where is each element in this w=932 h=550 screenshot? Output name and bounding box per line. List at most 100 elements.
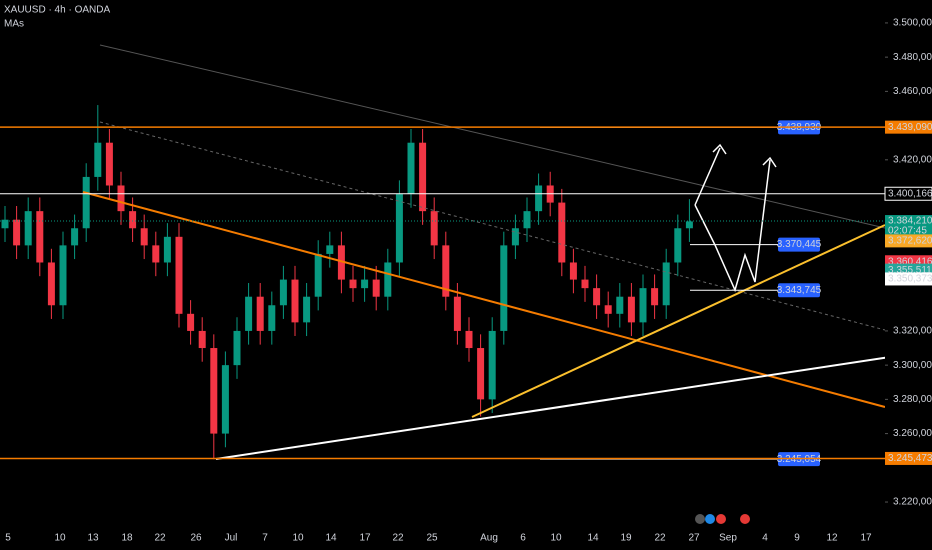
price-tag-bg	[885, 272, 932, 286]
candle-body	[361, 279, 369, 289]
price-tag: 3.400,166	[888, 188, 932, 199]
candle-body	[13, 219, 21, 246]
y-tick-label: 3.420,000	[893, 154, 932, 165]
x-tick-label: Jul	[225, 533, 238, 544]
x-tick-label: 7	[262, 533, 268, 544]
x-tick-label: 10	[54, 533, 66, 544]
event-icons	[695, 514, 750, 524]
candle-body	[268, 305, 276, 331]
candle-body	[569, 262, 577, 280]
candle-body	[94, 142, 102, 177]
candle-body	[129, 211, 137, 229]
projection-arrow	[694, 147, 721, 206]
x-tick-label: 4	[762, 533, 768, 544]
price-tag-bg	[884, 186, 932, 201]
candle-body	[523, 211, 531, 229]
trend-line	[215, 356, 891, 460]
x-tick-label: 5	[5, 533, 11, 544]
x-tick-label: 19	[620, 533, 632, 544]
x-tick-label: 26	[190, 533, 202, 544]
candle-body	[453, 296, 461, 331]
candle-body	[303, 296, 311, 323]
candle-body	[24, 211, 32, 246]
candle-body	[163, 236, 171, 263]
candle-body	[349, 279, 357, 289]
projection-arrow	[694, 159, 771, 293]
y-tick-label: 3.280,000	[893, 394, 932, 405]
candle-body	[314, 253, 322, 297]
x-tick-label: 12	[826, 533, 838, 544]
price-tag: 3.372,620	[888, 236, 932, 247]
candle-body	[662, 262, 670, 306]
price-tag: 3.439,090	[888, 122, 932, 133]
candle-body	[152, 245, 160, 263]
x-tick-label: 10	[292, 533, 304, 544]
candle-body	[47, 262, 55, 306]
y-tick-label: 3.300,000	[893, 360, 932, 371]
y-tick-label: 3.320,000	[893, 326, 932, 337]
channel-line	[99, 44, 886, 229]
candle-body	[384, 262, 392, 297]
x-tick-label: 6	[520, 533, 526, 544]
candle-body	[256, 296, 264, 331]
candle-body	[59, 245, 67, 306]
price-tag: 3.384,210	[888, 216, 932, 227]
candle-body	[651, 288, 659, 306]
price-tag: 3.350,373	[888, 274, 932, 285]
candle-body	[82, 176, 90, 229]
x-tick-label: Aug	[480, 533, 498, 544]
candle-body	[117, 185, 125, 212]
candle-body	[221, 365, 229, 434]
candle-body	[604, 305, 612, 314]
candle-body	[326, 245, 334, 254]
candle-body	[558, 202, 566, 263]
candle-body	[245, 296, 253, 331]
price-tag: 3.360,416	[888, 256, 932, 267]
candle-body	[465, 330, 473, 349]
x-tick-label: 17	[860, 533, 872, 544]
y-tick-label: 3.260,000	[893, 428, 932, 439]
candle-body	[627, 296, 635, 323]
plot-area	[1, 105, 693, 460]
y-tick-label: 3.220,000	[893, 497, 932, 508]
arrow-head	[712, 143, 777, 168]
x-tick-label: 14	[325, 533, 337, 544]
candle-body	[407, 142, 415, 195]
price-tag: 3.355,511	[888, 265, 932, 276]
candle-body	[140, 228, 148, 246]
candle-body	[419, 142, 427, 212]
candle-body	[511, 228, 519, 246]
price-tag-bg	[885, 451, 932, 465]
candle-body	[198, 330, 206, 349]
x-tick-label: 9	[794, 533, 800, 544]
candle-body	[337, 245, 345, 280]
trend-line	[82, 191, 886, 408]
price-tag-bg	[885, 120, 932, 134]
x-tick-label: 10	[550, 533, 562, 544]
candle-body	[175, 236, 183, 314]
candle-body	[291, 279, 299, 323]
countdown: 02:07:45	[888, 226, 927, 237]
x-tick-label: 27	[688, 533, 700, 544]
level-label-bg	[778, 283, 820, 298]
candle-body	[210, 348, 218, 434]
candle-body	[581, 279, 589, 289]
level-label: 3.370,445	[777, 239, 822, 250]
y-tick-label: 3.500,000	[893, 18, 932, 29]
price-tag-bg	[885, 234, 932, 248]
trend-line	[471, 224, 886, 418]
candle-body	[685, 221, 693, 229]
x-tick-label: 22	[654, 533, 666, 544]
x-tick-label: Sep	[719, 533, 737, 544]
candle-body	[71, 228, 79, 246]
price-tag: 3.245,473	[888, 453, 932, 464]
candle-body	[430, 211, 438, 246]
y-tick-label: 3.460,000	[893, 86, 932, 97]
y-tick-label: 3.480,000	[893, 52, 932, 63]
x-tick-label: 22	[154, 533, 166, 544]
candle-body	[500, 245, 508, 331]
candle-body	[616, 296, 624, 314]
indicator-label: MAs	[4, 19, 24, 30]
symbol-title: XAUUSD · 4h · OANDA	[4, 5, 110, 16]
